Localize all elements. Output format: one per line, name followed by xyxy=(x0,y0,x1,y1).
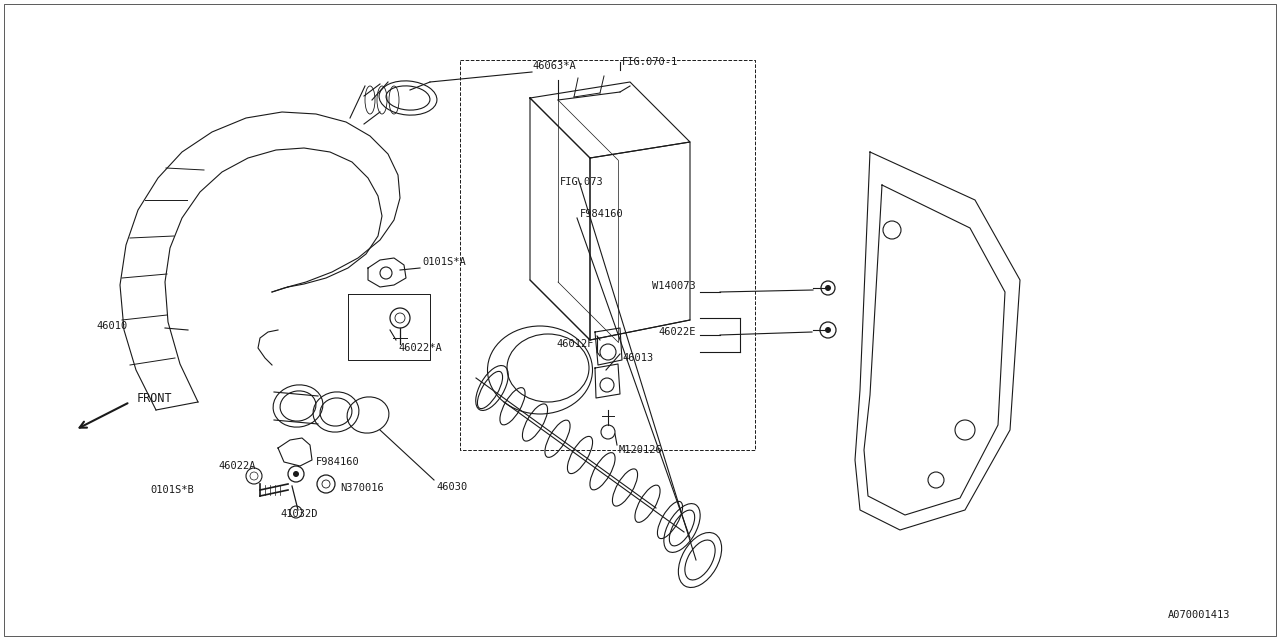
Text: 46012F: 46012F xyxy=(557,339,594,349)
Text: 0101S*A: 0101S*A xyxy=(422,257,466,267)
Text: F984160: F984160 xyxy=(580,209,623,219)
Text: 46022A: 46022A xyxy=(218,461,256,471)
Text: 46030: 46030 xyxy=(436,482,467,492)
Text: W140073: W140073 xyxy=(653,281,696,291)
Text: 0101S*B: 0101S*B xyxy=(150,485,193,495)
Text: 46022E: 46022E xyxy=(658,327,696,337)
Circle shape xyxy=(826,327,831,333)
Text: 46010: 46010 xyxy=(96,321,127,331)
Text: F984160: F984160 xyxy=(316,457,360,467)
Text: FIG.073: FIG.073 xyxy=(561,177,604,187)
Circle shape xyxy=(293,471,300,477)
Text: N370016: N370016 xyxy=(340,483,384,493)
Text: 46063*A: 46063*A xyxy=(532,61,576,71)
Text: M120126: M120126 xyxy=(620,445,663,455)
Text: 46013: 46013 xyxy=(622,353,653,363)
Text: FIG.070-1: FIG.070-1 xyxy=(622,57,678,67)
Text: A070001413: A070001413 xyxy=(1167,610,1230,620)
Circle shape xyxy=(826,285,831,291)
Text: 41032D: 41032D xyxy=(280,509,317,519)
Text: 46022*A: 46022*A xyxy=(398,343,442,353)
Text: FRONT: FRONT xyxy=(137,392,173,404)
